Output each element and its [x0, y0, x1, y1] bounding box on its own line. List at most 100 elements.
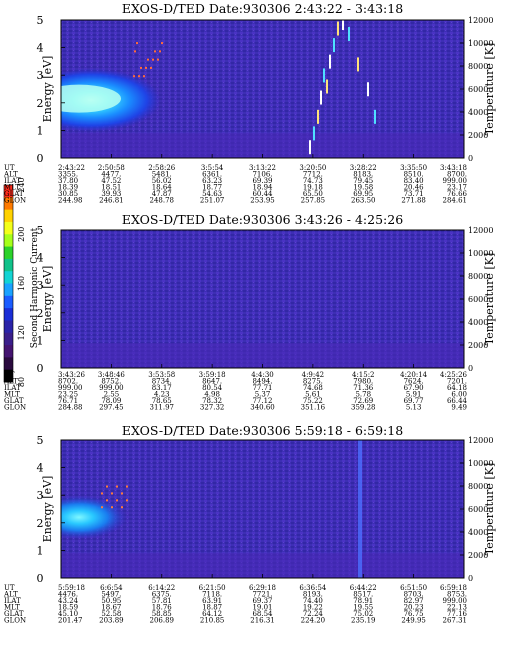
ephemeris-value: 340.60: [250, 404, 275, 412]
ephemeris-value: 7980.: [353, 378, 373, 386]
ephemeris-value: 224.20: [301, 617, 326, 625]
ephemeris-value: 6:21:50: [199, 584, 226, 592]
y-right-tick-label: 12000: [468, 226, 493, 235]
ephemeris-row-label: UT: [4, 164, 15, 172]
panel-title: EXOS-D/TED Date:930306 2:43:22 - 3:43:18: [122, 1, 403, 16]
ephemeris-value: 75.02: [353, 610, 373, 618]
y-tick-label: 2: [37, 517, 44, 530]
ephemeris-value: 2:43:22: [58, 164, 85, 172]
ephemeris-value: 7106.: [252, 171, 272, 179]
speckle: [143, 75, 145, 78]
ephemeris-value: 235.19: [351, 617, 376, 625]
ephemeris-value: 3:20:50: [299, 164, 326, 172]
colorbar-segment: [4, 283, 13, 297]
ephemeris-value: 75.22: [303, 397, 323, 405]
ephemeris-value: 78.65: [152, 397, 172, 405]
y-tick-label: 2: [37, 97, 44, 110]
ephemeris-value: 67.90: [404, 384, 424, 392]
temperature-spike: [317, 109, 319, 124]
ephemeris-value: 359.28: [351, 404, 376, 412]
ephemeris-value: 78.91: [353, 597, 373, 605]
y-right-tick-label: 12000: [468, 16, 493, 25]
y-right-tick-label: 4000: [468, 318, 488, 327]
ephemeris-value: 6:6:54: [100, 584, 123, 592]
low-energy-band: [61, 133, 464, 158]
colorbar-segment: [4, 357, 13, 371]
ephemeris-value: 64.12: [202, 610, 222, 618]
colorbar-segment: [4, 320, 13, 334]
ephemeris-value: 43.24: [58, 597, 79, 605]
heatmap-features: [61, 440, 464, 578]
ephemeris-value: 8517.: [353, 591, 373, 599]
ephemeris-value: 8702.: [58, 378, 78, 386]
ephemeris-value: 18.94: [252, 184, 273, 192]
y-tick-label: 2: [37, 307, 44, 320]
ephemeris-value: 5497.: [101, 591, 121, 599]
ephemeris-value: 6.00: [451, 391, 467, 399]
ephemeris-value: 7721.: [252, 591, 272, 599]
ephemeris-value: 79.45: [353, 177, 373, 185]
heatmap-blob: [61, 495, 127, 540]
speckle: [133, 75, 135, 78]
ephemeris-value: 65.50: [303, 190, 323, 198]
y-tick-label: 1: [37, 334, 44, 347]
speckle: [140, 66, 142, 69]
ephemeris-value: 216.31: [250, 617, 275, 625]
colorbar-segment: [4, 209, 13, 223]
ephemeris-value: 248.78: [150, 197, 175, 205]
ephemeris-value: 22.13: [447, 604, 467, 612]
ephemeris-value: 74.73: [303, 177, 323, 185]
ephemeris-value: 56.02: [152, 177, 172, 185]
ephemeris-value: 8753.: [447, 591, 467, 599]
y-right-tick-label: 0: [468, 364, 473, 373]
colorbar-segment: [4, 345, 13, 358]
y-right-tick-label: 2000: [468, 341, 488, 350]
ephemeris-value: 4:20:14: [400, 371, 428, 379]
ephemeris-value: 58.85: [152, 610, 172, 618]
ephemeris-value: 52.58: [101, 610, 121, 618]
speckle: [126, 499, 128, 502]
y-right-tick-label: 10000: [468, 249, 493, 258]
y-tick-label: 3: [37, 69, 44, 82]
ephemeris-row-label: GLON: [4, 404, 26, 412]
ephemeris-value: 249.95: [401, 617, 426, 625]
temperature-spike: [367, 82, 369, 97]
ephemeris-value: 3:43:26: [58, 371, 86, 379]
ephemeris-value: 18.77: [202, 184, 222, 192]
y-right-tick-label: 8000: [468, 62, 488, 71]
ephemeris-value: 6:36:54: [299, 584, 327, 592]
y-right-tick-label: 8000: [468, 482, 488, 491]
ephemeris-value: 8275.: [303, 378, 323, 386]
ephemeris-value: 3:35:50: [400, 164, 427, 172]
ephemeris-value: 54.63: [202, 190, 222, 198]
ephemeris-value: 6:59:18: [440, 584, 467, 592]
ephemeris-value: 83.40: [404, 177, 424, 185]
ephemeris-value: 5481.: [152, 171, 172, 179]
ephemeris-value: 39.93: [101, 190, 121, 198]
ephemeris-value: 284.61: [443, 197, 468, 205]
ephemeris-value: 263.50: [351, 197, 376, 205]
colorbar-tick-label: 120: [17, 325, 26, 340]
ephemeris-value: 19.18: [303, 184, 323, 192]
temperature-spike: [329, 54, 331, 69]
y-right-tick-label: 4000: [468, 108, 488, 117]
ephemeris-value: 4476.: [58, 591, 78, 599]
ephemeris-value: 8193.: [303, 591, 323, 599]
speckle: [126, 485, 128, 488]
ephemeris-value: 57.81: [152, 597, 172, 605]
y-axis-label: Energy [eV]: [41, 266, 54, 333]
ephemeris-value: 77.16: [447, 610, 468, 618]
ephemeris-value: 6:51:50: [400, 584, 427, 592]
colorbar-tick-label: 160: [17, 276, 26, 291]
y-tick-label: 0: [37, 362, 44, 375]
speckle: [121, 492, 123, 495]
speckle: [101, 506, 103, 509]
y-tick-label: 4: [37, 462, 44, 475]
panel-2: EXOS-D/TED Date:930306 3:43:26 - 4:25:26…: [3, 212, 496, 412]
temperature-spike: [374, 109, 376, 124]
ephemeris-value: 3:53:58: [148, 371, 175, 379]
ephemeris-value: 5.13: [406, 404, 422, 412]
y-tick-label: 1: [37, 124, 44, 137]
ephemeris-row-label: GLAT: [4, 610, 24, 618]
speckle: [145, 66, 147, 69]
